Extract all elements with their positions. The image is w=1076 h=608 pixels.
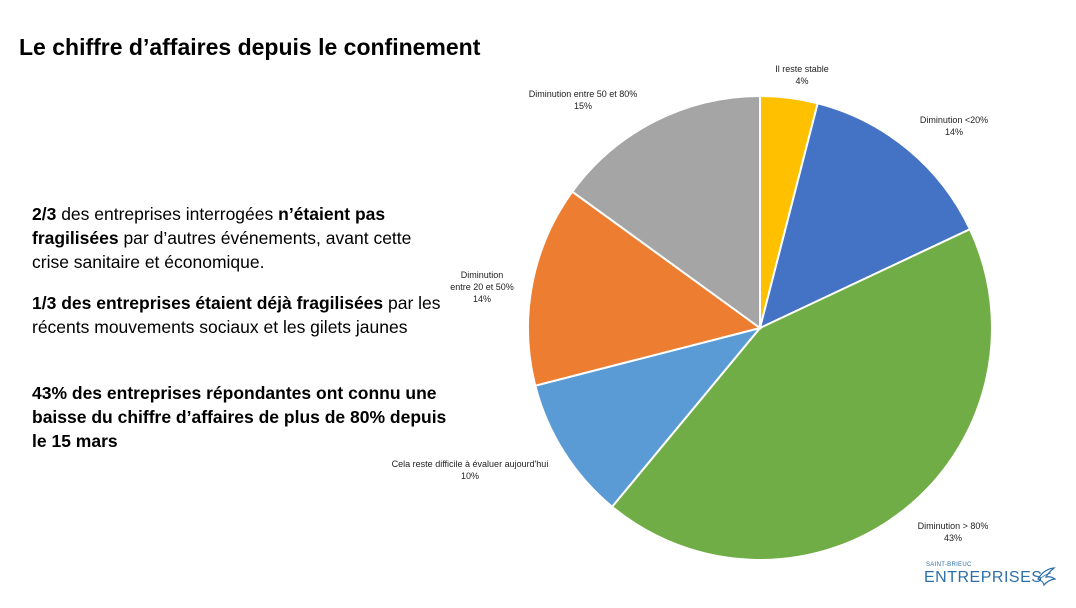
paragraph-fragility: 2/3 des entreprises interrogées n’étaien… [32,202,452,274]
pie-slice-5 [570,94,761,330]
pie-slice-1 [758,102,972,330]
pie-label-5: Diminution entre 50 et 80% 15% [529,89,638,111]
paragraph-already-fragile: 1/3 des entreprises étaient déjà fragili… [32,291,452,339]
pie-slice-2 [610,227,993,561]
p1-text-d: par d’autres événements, avant cette cri… [32,228,412,272]
pie-label-1: Diminution <20% 14% [920,115,988,137]
pie-label-0: Il reste stable 4% [775,64,829,86]
pie-slice-4 [527,190,763,387]
p1-bold-a: 2/3 [32,204,57,224]
slide-title: Le chiffre d’affaires depuis le confinem… [19,34,481,60]
pie-slice-3 [534,326,763,509]
p2-text-b: par les récents mouvements sociaux et le… [32,293,441,337]
paragraph-revenue-drop: 43% des entreprises répondantes ont conn… [32,381,452,453]
saint-brieuc-entreprises-logo: SAINT-BRIEUC ENTREPRISES [924,561,1056,595]
logo-subtitle: SAINT-BRIEUC [926,562,972,568]
pie-label-3: Cela reste difficile à évaluer aujourd'h… [392,459,549,481]
p1-bold-c: n’étaient pas fragilisées [32,204,386,248]
p1-text-b: des entreprises interrogées [56,204,279,224]
pie-label-4: Diminution entre 20 et 50% 14% [450,270,514,304]
p2-bold-a: 1/3 des entreprises étaient déjà fragili… [32,293,384,313]
p3-bold-a: 43% des entreprises répondantes ont conn… [32,383,447,451]
logo-wordmark: ENTREPRISES [924,569,1043,586]
logo-emblem-icon [1037,567,1056,587]
pie-label-2: Diminution > 80% 43% [918,521,989,543]
